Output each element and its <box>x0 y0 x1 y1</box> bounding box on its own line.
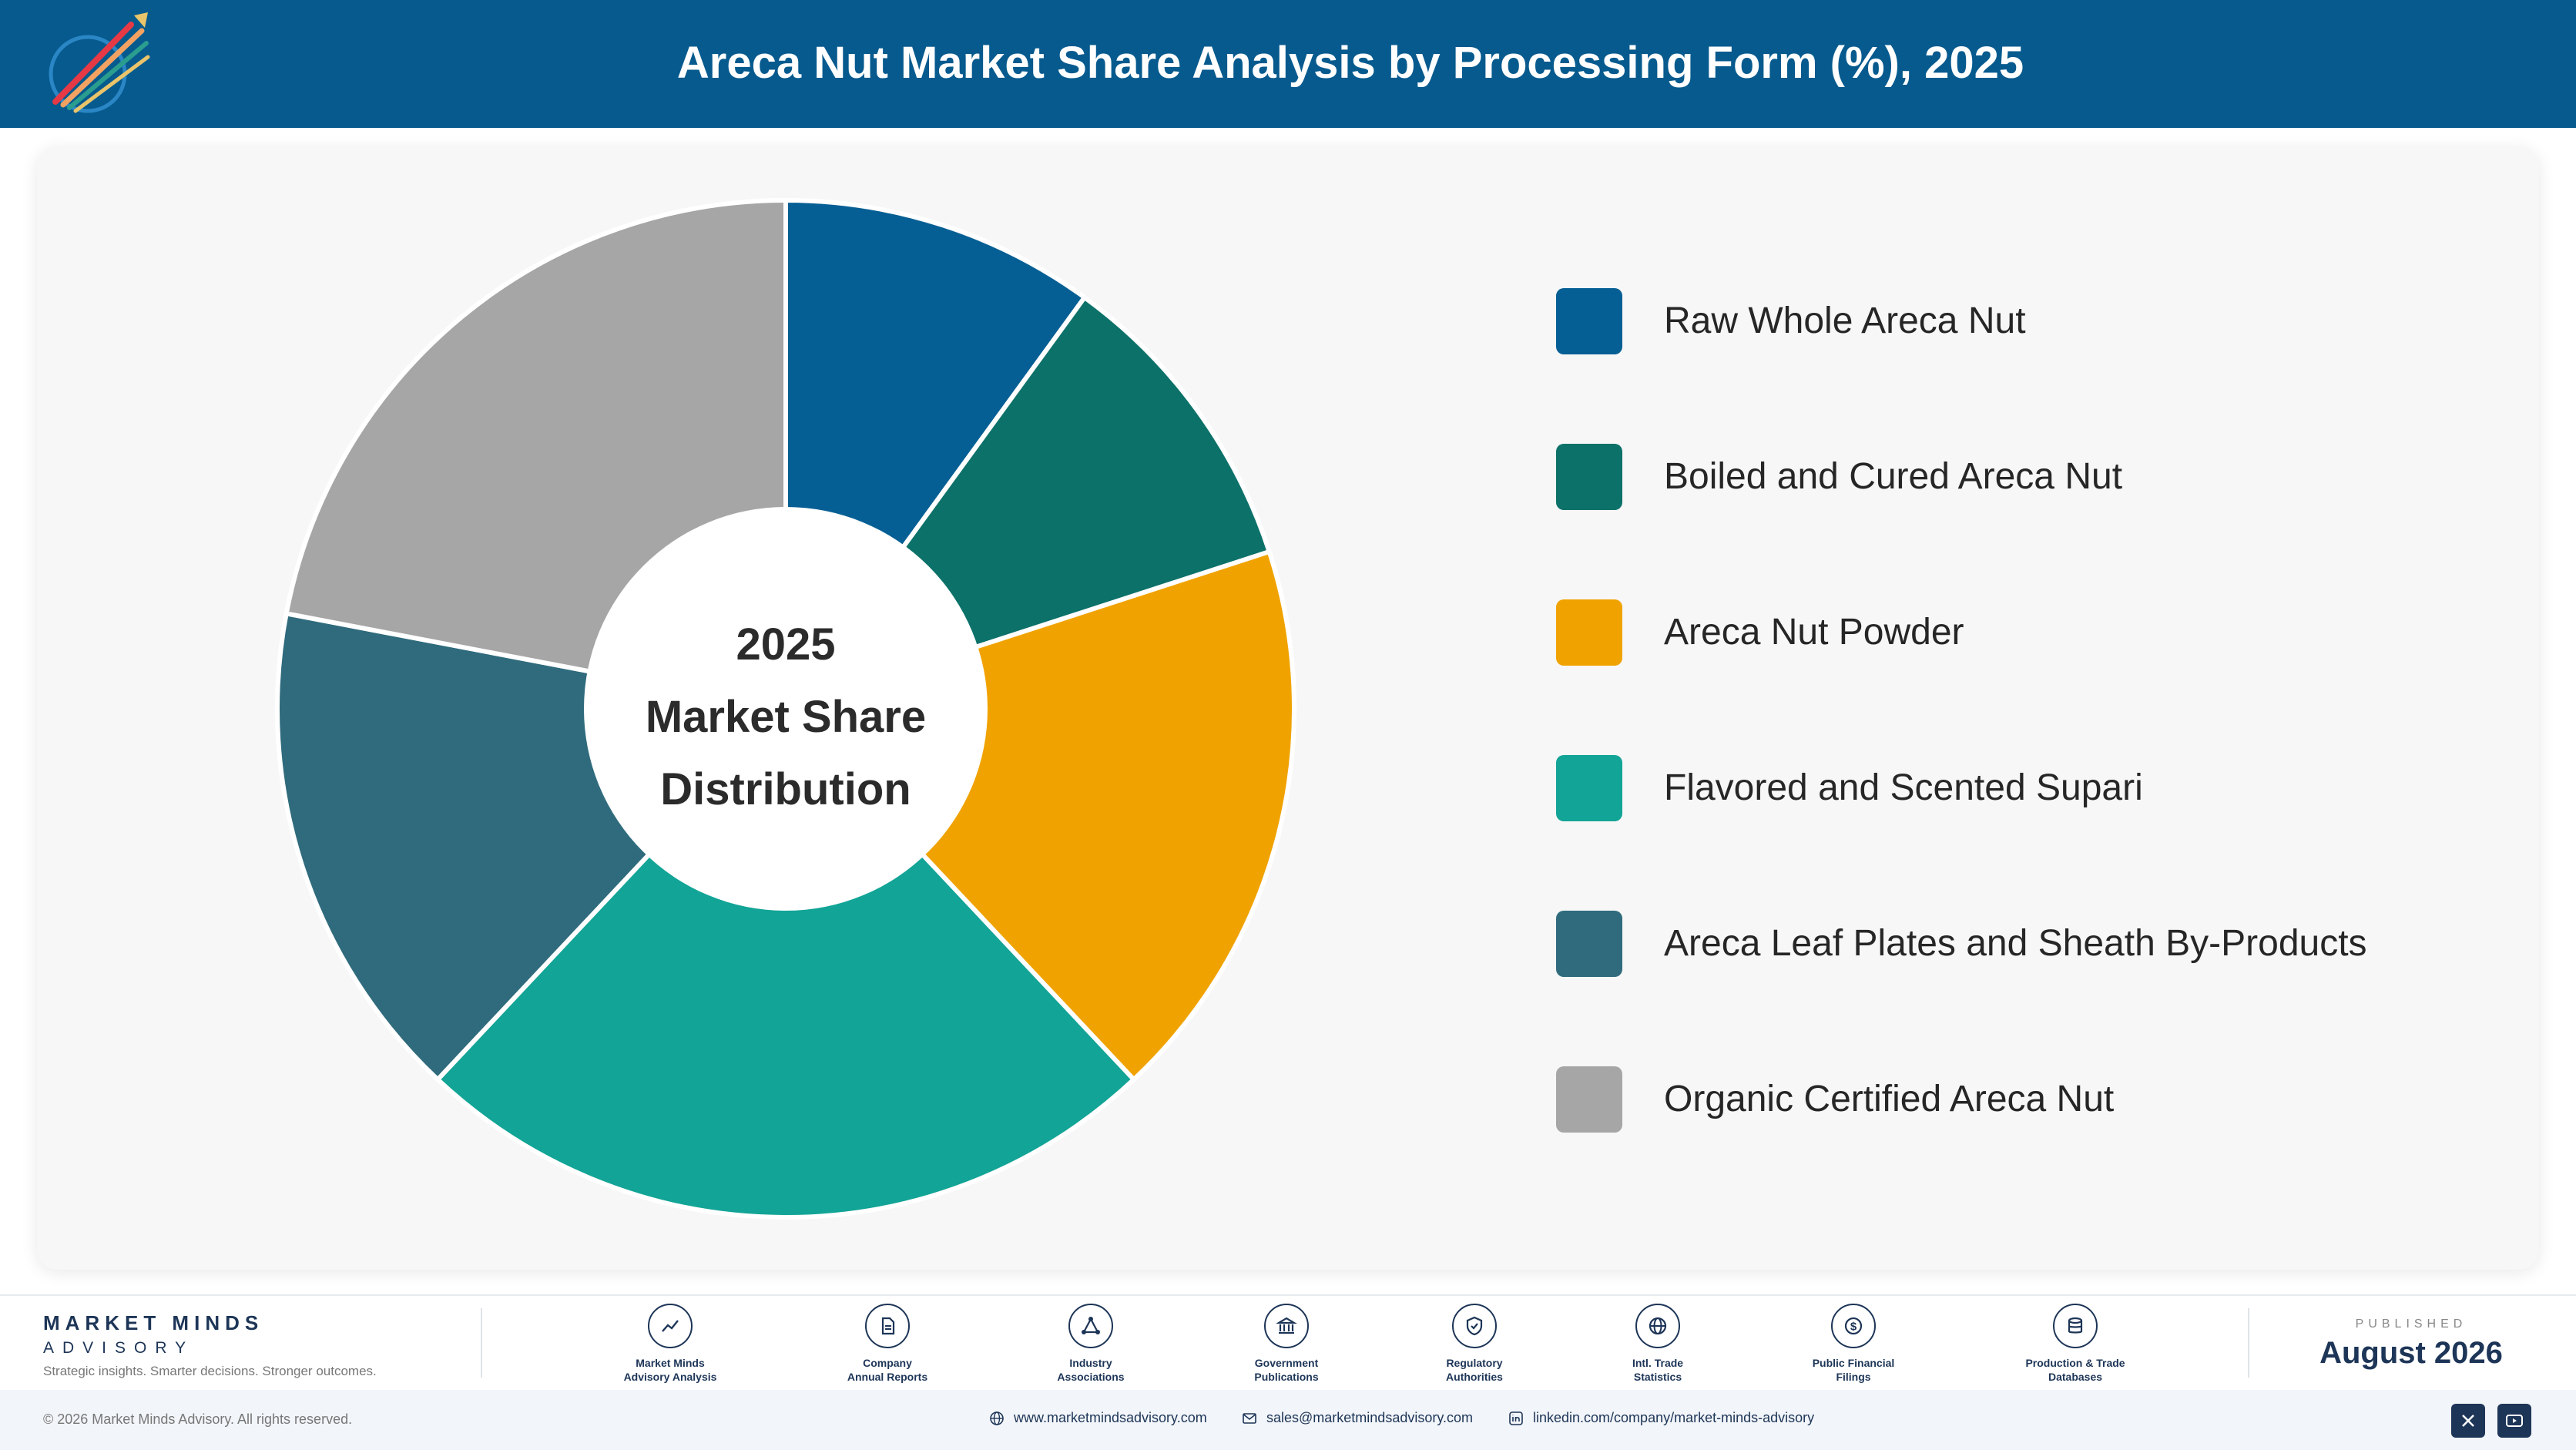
donut-center-label: 2025 Market Share Distribution <box>585 609 986 826</box>
linkedin-link[interactable]: linkedin.com/company/market-minds-adviso… <box>1508 1410 1814 1426</box>
legend-label: Flavored and Scented Supari <box>1664 767 2143 808</box>
legend-label: Areca Nut Powder <box>1664 612 1964 653</box>
shield-icon <box>1452 1304 1497 1348</box>
company-logo-icon <box>49 12 150 113</box>
source-item: Production & Trade Databases <box>2006 1304 2145 1384</box>
source-label-line2: Filings <box>1836 1371 1871 1383</box>
published-date: August 2026 <box>2319 1336 2503 1370</box>
linkedin-icon <box>1509 1411 1523 1425</box>
network-icon <box>1068 1304 1113 1348</box>
x-social-button[interactable] <box>2451 1404 2485 1438</box>
youtube-icon <box>2506 1415 2523 1427</box>
email-text: sales@marketmindsadvisory.com <box>1266 1410 1474 1425</box>
legend-swatch <box>1556 599 1622 666</box>
globe-icon <box>990 1411 1004 1425</box>
legend-swatch <box>1556 444 1622 510</box>
source-label-line1: Public Financial <box>1812 1357 1895 1369</box>
source-label-line1: Market Minds <box>636 1357 705 1369</box>
document-icon <box>865 1304 910 1348</box>
legend-swatch <box>1556 1066 1622 1133</box>
donut-chart <box>277 200 1294 1220</box>
legend-label: Areca Leaf Plates and Sheath By-Products <box>1664 923 2367 964</box>
legend-label: Organic Certified Areca Nut <box>1664 1079 2115 1119</box>
source-item: Industry Associations <box>1021 1304 1160 1384</box>
legend-label: Boiled and Cured Areca Nut <box>1664 456 2123 497</box>
source-item: Company Annual Reports <box>818 1304 957 1384</box>
legend-swatch <box>1556 755 1622 821</box>
donut-hole <box>584 507 988 911</box>
source-label-line2: Publications <box>1254 1371 1319 1383</box>
source-label-line1: Government <box>1254 1357 1319 1369</box>
source-label-line1: Company <box>863 1357 912 1369</box>
copyright-text: © 2026 Market Minds Advisory. All rights… <box>43 1411 353 1427</box>
globe-icon <box>1635 1304 1680 1348</box>
mail-icon <box>1243 1412 1256 1424</box>
linkedin-text: linkedin.com/company/market-minds-adviso… <box>1533 1410 1815 1425</box>
legend-label: Raw Whole Areca Nut <box>1664 300 2026 341</box>
source-label-line1: Intl. Trade <box>1632 1357 1684 1369</box>
center-year: 2025 <box>736 619 836 670</box>
footer-divider <box>481 1308 482 1378</box>
source-item: Government Publications <box>1217 1304 1356 1384</box>
legend-swatch <box>1556 288 1622 354</box>
email-link[interactable]: sales@marketmindsadvisory.com <box>1242 1410 1473 1426</box>
source-item: Regulatory Authorities <box>1405 1304 1544 1384</box>
source-label-line2: Associations <box>1057 1371 1125 1383</box>
source-label-line2: Annual Reports <box>847 1371 928 1383</box>
brand-subtitle: ADVISORY <box>43 1339 195 1357</box>
chart-title: Areca Nut Market Share Analysis by Proce… <box>676 38 2024 88</box>
source-label-line2: Statistics <box>1633 1371 1682 1383</box>
source-label-line2: Advisory Analysis <box>623 1371 717 1383</box>
brand-name: MARKET MINDS <box>43 1311 264 1334</box>
source-label-line1: Regulatory <box>1446 1357 1503 1369</box>
database-icon <box>2053 1304 2098 1348</box>
source-label-line1: Industry <box>1069 1357 1112 1369</box>
source-label-line2: Databases <box>2048 1371 2103 1383</box>
center-line-3: Distribution <box>660 764 911 814</box>
source-item: Market Minds Advisory Analysis <box>601 1304 740 1384</box>
dollar-icon: $ <box>1831 1304 1876 1348</box>
x-icon <box>2462 1415 2474 1427</box>
footer: MARKET MINDS ADVISORY Strategic insights… <box>0 1294 2576 1390</box>
footer-divider <box>2248 1308 2249 1378</box>
bottom-bar: © 2026 Market Minds Advisory. All rights… <box>0 1390 2576 1450</box>
svg-text:$: $ <box>1850 1321 1857 1334</box>
brand-tagline: Strategic insights. Smarter decisions. S… <box>43 1364 377 1378</box>
website-text: www.marketmindsadvisory.com <box>1014 1410 1207 1425</box>
source-item: $ Public Financial Filings <box>1784 1304 1923 1384</box>
source-item: Intl. Trade Statistics <box>1588 1304 1727 1384</box>
youtube-social-button[interactable] <box>2497 1404 2531 1438</box>
chart-line-icon <box>648 1304 693 1348</box>
center-line-2: Market Share <box>645 692 927 742</box>
legend-swatch <box>1556 911 1622 977</box>
published-label: PUBLISHED <box>2355 1317 2467 1331</box>
pie-slice <box>434 705 1138 1220</box>
source-label-line2: Authorities <box>1446 1371 1503 1383</box>
source-label-line1: Production & Trade <box>2025 1357 2125 1369</box>
header-bar: Areca Nut Market Share Analysis by Proce… <box>0 0 2576 128</box>
building-icon <box>1264 1304 1309 1348</box>
website-link[interactable]: www.marketmindsadvisory.com <box>989 1410 1207 1426</box>
